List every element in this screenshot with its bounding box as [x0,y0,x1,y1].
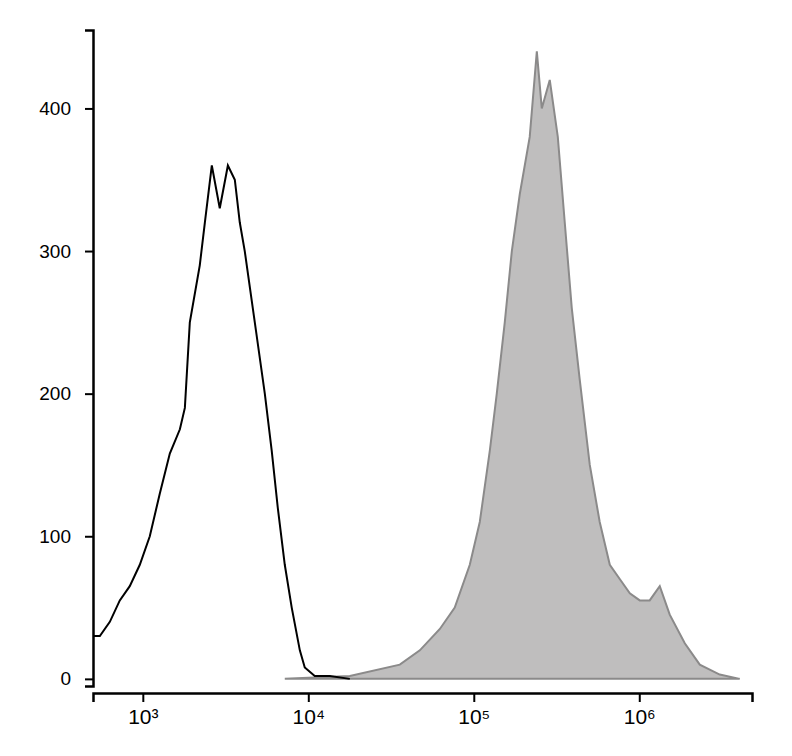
x-tick: 10⁶ [624,693,656,728]
y-tick: 400 [39,98,93,119]
x-tick-mark [473,693,475,702]
histogram-line [93,165,350,678]
y-tick-label: 200 [39,383,71,404]
y-tick-mark [85,393,93,395]
x-axis: 10³ 10⁴ 10⁵ 10⁶ [94,693,753,728]
x-tick: 10³ [128,693,158,728]
y-tick-mark [85,108,93,110]
y-tick-mark [85,536,93,538]
y-tick-label: 300 [39,241,71,262]
chart: 10³ 10⁴ 10⁵ 10⁶ 0 100 200 300 400 [0,0,792,756]
x-tick-mark [639,693,641,702]
x-tick-mark [142,693,144,702]
x-tick: 10⁵ [458,693,490,728]
y-tick-mark [85,251,93,253]
x-tick-label: 10⁶ [624,705,656,728]
y-tick-label: 400 [39,98,71,119]
y-tick-mark [85,678,93,680]
y-tick: 300 [39,241,93,262]
y-tick: 0 [60,668,93,689]
y-axis-line [85,31,94,687]
plot: 10³ 10⁴ 10⁵ 10⁶ 0 100 200 300 400 [39,31,752,728]
y-axis: 0 100 200 300 400 [39,31,93,690]
y-tick: 100 [39,526,93,547]
x-axis-line [94,694,753,703]
x-tick-label: 10³ [128,705,158,728]
x-tick-label: 10⁵ [458,705,490,728]
x-tick-mark [308,693,310,702]
y-tick: 200 [39,383,93,404]
x-tick: 10⁴ [293,693,325,728]
histogram-area [285,51,740,678]
marks [93,51,740,678]
y-tick-label: 100 [39,526,71,547]
x-tick-label: 10⁴ [293,705,325,728]
y-tick-label: 0 [60,668,71,689]
